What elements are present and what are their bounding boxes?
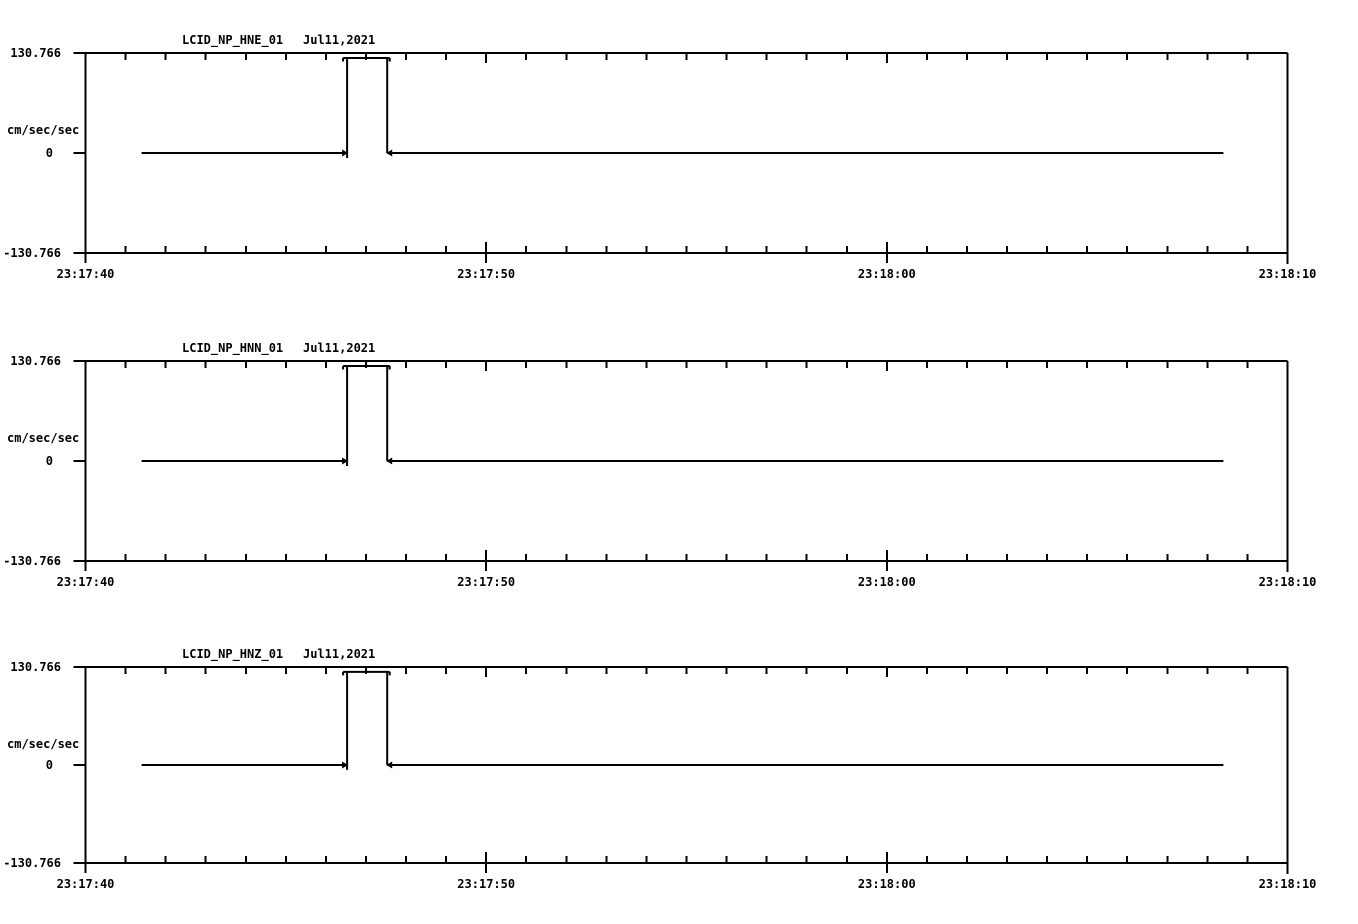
y-axis-unit-label: cm/sec/sec (7, 123, 79, 137)
y-tick-label-zero: 0 (46, 146, 53, 160)
y-axis-unit-label: cm/sec/sec (7, 737, 79, 751)
y-tick-label-zero: 0 (46, 454, 53, 468)
x-tick-label: 23:17:40 (57, 877, 115, 891)
pulse-offset-marker (386, 761, 393, 769)
pulse-onset-marker (342, 761, 348, 769)
x-tick-label: 23:17:40 (57, 575, 115, 589)
plot-hnn: LCID_NP_HNN_01 Jul11,2021 130.766 cm/sec/se… (3, 341, 1316, 589)
pulse-onset-marker (342, 457, 348, 465)
plot-title-date: Jul11,2021 (303, 647, 375, 661)
y-tick-label-zero: 0 (46, 758, 53, 772)
x-tick-label: 23:18:00 (858, 267, 916, 281)
y-tick-label-max: 130.766 (10, 354, 61, 368)
y-tick-label-min: -130.766 (3, 554, 61, 568)
waveform-trace (141, 57, 1224, 158)
x-tick-label: 23:18:10 (1259, 575, 1317, 589)
pulse-onset-marker (342, 149, 348, 157)
pulse-offset-marker (386, 149, 393, 157)
waveform-trace (141, 670, 1224, 770)
plot-title-station: LCID_NP_HNN_01 (182, 341, 283, 356)
y-tick-label-max: 130.766 (10, 46, 61, 60)
y-tick-label-min: -130.766 (3, 246, 61, 260)
plot-hnz: LCID_NP_HNZ_01 Jul11,2021 130.766 cm/sec/se… (3, 647, 1316, 891)
plot-title-station: LCID_NP_HNE_01 (182, 33, 283, 48)
plot-title-date: Jul11,2021 (303, 341, 375, 355)
x-tick-label: 23:17:50 (457, 267, 515, 281)
y-axis-unit-label: cm/sec/sec (7, 431, 79, 445)
x-tick-label: 23:18:10 (1259, 267, 1317, 281)
x-tick-label: 23:18:10 (1259, 877, 1317, 891)
plot-title-date: Jul11,2021 (303, 33, 375, 47)
plot-hne: LCID_NP_HNE_01 Jul11,2021 130.766 cm/sec/se… (3, 33, 1316, 281)
y-tick-label-max: 130.766 (10, 660, 61, 674)
x-tick-label: 23:17:40 (57, 267, 115, 281)
x-tick-label: 23:18:00 (858, 877, 916, 891)
y-tick-label-min: -130.766 (3, 856, 61, 870)
plot-title-station: LCID_NP_HNZ_01 (182, 647, 283, 662)
waveform-trace (141, 365, 1224, 466)
x-tick-label: 23:18:00 (858, 575, 916, 589)
pulse-offset-marker (386, 457, 393, 465)
x-tick-label: 23:17:50 (457, 877, 515, 891)
x-tick-label: 23:17:50 (457, 575, 515, 589)
